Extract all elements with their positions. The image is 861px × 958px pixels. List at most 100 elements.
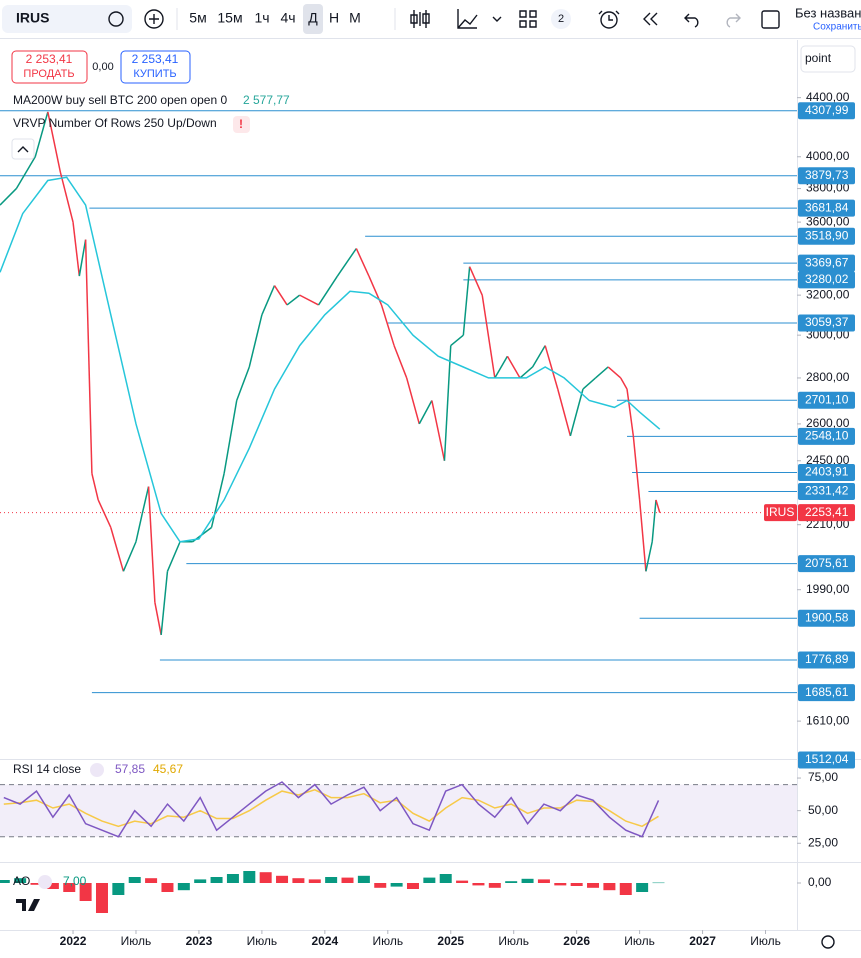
rsi-signal-value: 45,67: [153, 762, 183, 776]
ao-bar: [95, 883, 108, 913]
rsi-settings[interactable]: [90, 763, 104, 777]
ao-bar: [177, 883, 190, 891]
price-segment: [405, 377, 420, 425]
level-label: 3369,67: [805, 255, 849, 269]
vrvp-alert-bg[interactable]: [233, 116, 250, 133]
ao-bar: [243, 871, 256, 883]
price-segment: [147, 486, 156, 603]
collapse-legend[interactable]: [11, 138, 35, 160]
price-segment: [462, 266, 471, 336]
ao-bar: [374, 883, 387, 888]
compare-icon[interactable]: [144, 9, 164, 29]
alert-icon[interactable]: [600, 11, 618, 29]
layout-count-bg[interactable]: [551, 9, 571, 29]
ao-bar: [521, 878, 534, 883]
scale-mode-box[interactable]: [800, 45, 856, 73]
ao-bar: [570, 883, 583, 886]
interval[interactable]: Д: [308, 10, 318, 26]
price-segment: [122, 541, 137, 572]
last-price-label: 2253,41: [805, 505, 849, 519]
x-tick-label: 2024: [311, 934, 338, 948]
interval[interactable]: Н: [329, 10, 339, 26]
interval[interactable]: М: [349, 10, 361, 26]
buy-button[interactable]: [120, 50, 191, 84]
redo-icon[interactable]: [726, 13, 741, 28]
ao-bar: [472, 883, 485, 886]
sell-label[interactable]: ПРОДАТЬ: [23, 68, 74, 80]
rsi-title: RSI 14 close: [13, 762, 81, 776]
indicators-icon[interactable]: [457, 9, 478, 29]
dropdown-icon[interactable]: [492, 16, 502, 22]
layout-name[interactable]: Без назван: [795, 5, 861, 20]
ao-bar: [63, 883, 76, 892]
ao-bar: [276, 875, 289, 883]
price-segment: [299, 294, 319, 306]
price-segment: [15, 156, 36, 189]
level-label-bg: [798, 227, 855, 245]
chart-type-icon[interactable]: [410, 10, 430, 28]
ao-bar: [145, 878, 158, 883]
interval[interactable]: 5м: [189, 10, 206, 26]
fullscreen-icon[interactable]: [761, 10, 780, 29]
x-tick-label: 2027: [689, 934, 716, 948]
undo-icon[interactable]: [684, 13, 699, 28]
price-segment: [632, 435, 641, 501]
symbol-box[interactable]: [2, 5, 132, 33]
y-tick-label: 4400,00: [806, 90, 850, 104]
ao-bar: [619, 883, 632, 895]
price-segment: [431, 400, 446, 461]
x-tick-label: Июль: [372, 934, 403, 948]
price-segment: [317, 275, 339, 306]
ao-bar: [488, 883, 501, 888]
price-segment: [141, 486, 150, 514]
settings-icon[interactable]: [821, 935, 835, 949]
x-tick-label: Июль: [624, 934, 655, 948]
y-tick-label: 25,00: [808, 835, 838, 849]
sell-button[interactable]: [11, 50, 88, 84]
y-tick-label: 2450,00: [806, 453, 850, 467]
interval[interactable]: 1ч: [254, 10, 269, 26]
ao-bar: [652, 882, 665, 884]
level-label: 1776,89: [805, 652, 849, 666]
buy-label[interactable]: КУПИТЬ: [133, 68, 176, 80]
ao-bar: [554, 883, 567, 886]
scale-mode[interactable]: point: [805, 51, 832, 65]
ao-bar: [439, 874, 452, 883]
layout-count[interactable]: 2: [558, 13, 564, 25]
symbol[interactable]: IRUS: [16, 10, 49, 26]
level-label: 1900,58: [805, 610, 849, 624]
sell-price[interactable]: 2 253,41: [26, 52, 73, 66]
price-segment: [210, 473, 225, 528]
rsi-line: [3, 781, 660, 838]
level-label: 1512,04: [805, 752, 849, 766]
buy-price[interactable]: 2 253,41: [132, 52, 179, 66]
level-label: 3518,90: [805, 228, 849, 242]
price-segment: [519, 366, 534, 379]
ao-bar: [390, 883, 403, 887]
level-label: 3681,84: [805, 200, 849, 214]
interval[interactable]: 4ч: [280, 10, 295, 26]
collapse-icon: [17, 146, 29, 153]
price-segment: [223, 400, 238, 474]
ma-line: [0, 176, 661, 543]
ao-bar: [112, 883, 125, 895]
ao-settings[interactable]: [38, 875, 52, 889]
ao-bar: [226, 874, 239, 883]
price-segment: [450, 334, 464, 347]
replay-icon[interactable]: [643, 12, 658, 26]
alert-icon-hands: [598, 10, 620, 21]
ao-bar: [406, 883, 419, 889]
ma-legend: MA200W buy sell BTC 200 open open 0: [13, 93, 227, 107]
interval[interactable]: 15м: [217, 10, 242, 26]
layout-icon[interactable]: [519, 10, 537, 28]
y-tick-label: 0,00: [808, 875, 832, 889]
symbol-menu-icon[interactable]: [108, 11, 124, 27]
last-price-tag-bg: [764, 504, 797, 522]
vrvp-alert[interactable]: !: [239, 117, 243, 131]
x-tick-label: Июль: [498, 934, 529, 948]
ao-bar: [46, 883, 59, 889]
save-button[interactable]: Сохранить: [813, 22, 861, 33]
y-tick-label: 50,00: [808, 803, 838, 817]
ao-bar: [14, 878, 27, 883]
price-segment: [468, 266, 483, 296]
